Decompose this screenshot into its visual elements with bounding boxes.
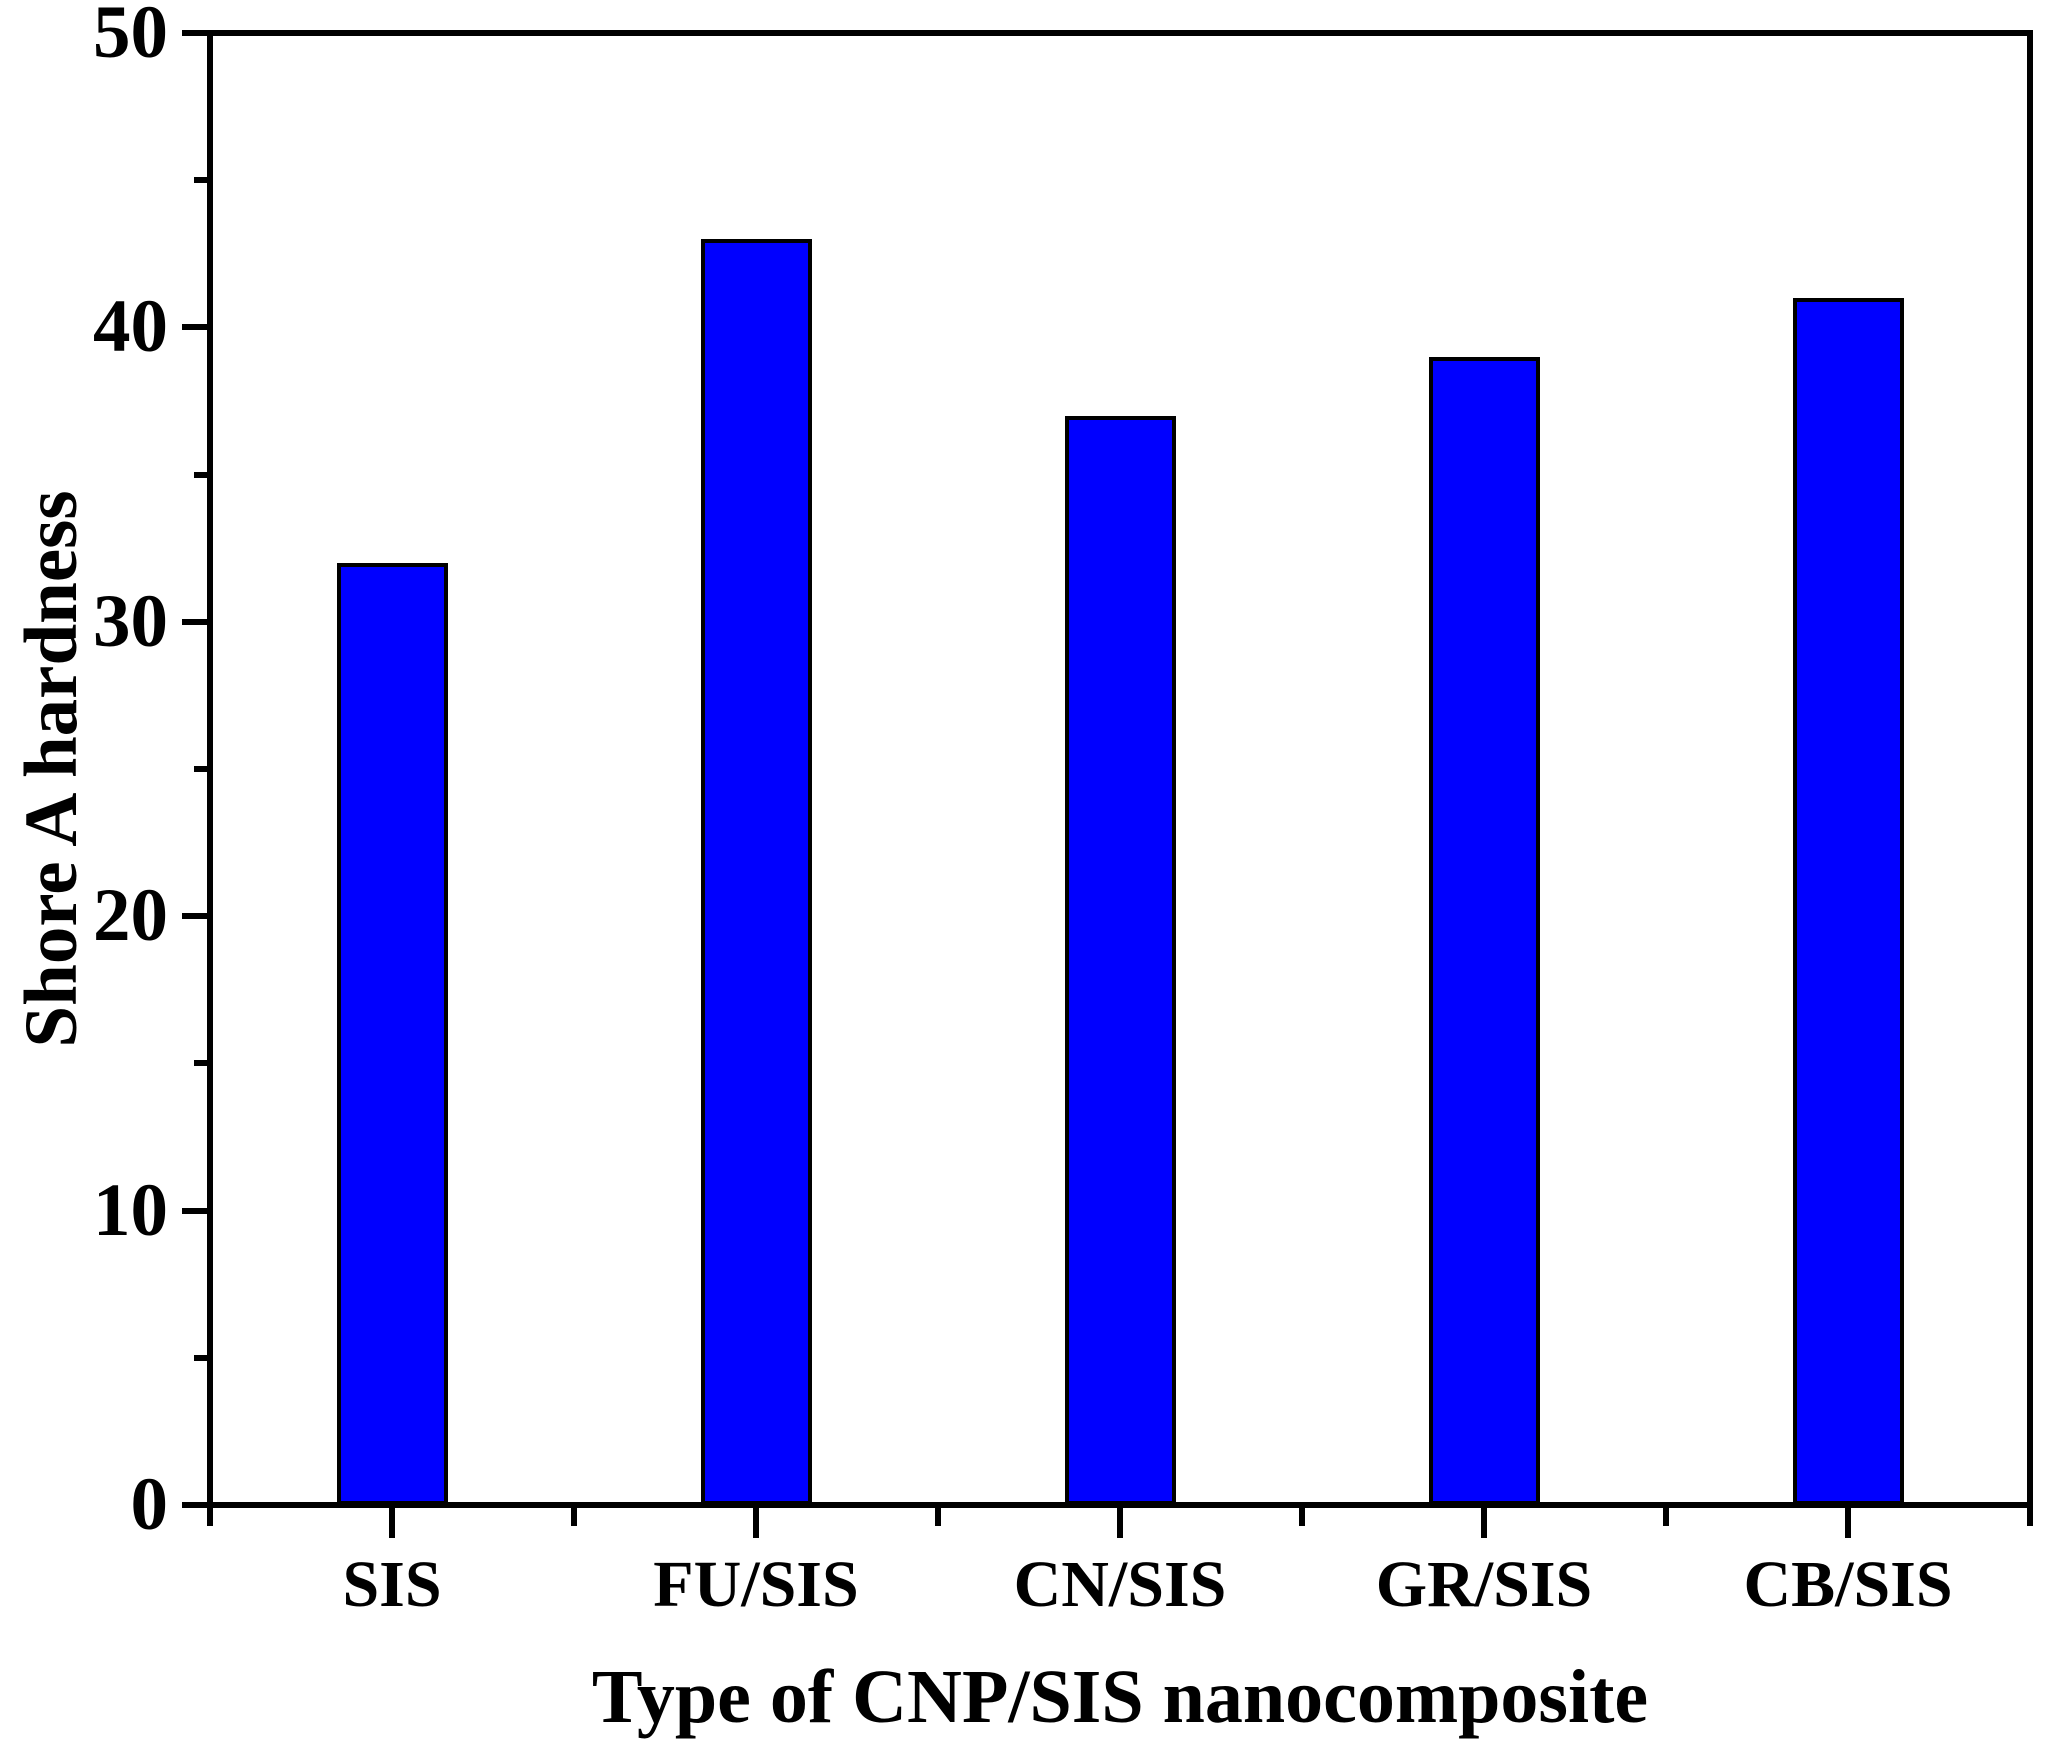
x-boundary-tick	[571, 1508, 577, 1526]
y-tick-label: 10	[93, 1168, 168, 1252]
x-major-tick	[1481, 1508, 1487, 1538]
x-boundary-tick	[1663, 1508, 1669, 1526]
plot-frame	[207, 30, 2033, 1508]
y-tick-label: 30	[93, 579, 168, 663]
x-boundary-tick	[207, 1508, 213, 1526]
x-boundary-tick	[1299, 1508, 1305, 1526]
y-minor-tick	[194, 177, 210, 184]
x-category-label: GR/SIS	[1375, 1548, 1593, 1621]
y-major-tick	[182, 618, 210, 625]
bar-fu-sis	[700, 239, 812, 1505]
y-minor-tick	[194, 1354, 210, 1361]
x-major-tick	[753, 1508, 759, 1538]
x-major-tick	[1117, 1508, 1123, 1538]
x-major-tick	[389, 1508, 395, 1538]
bar-sis	[336, 562, 448, 1505]
x-axis-title: Type of CNP/SIS nanocomposite	[591, 1655, 1649, 1739]
x-boundary-tick	[2027, 1508, 2033, 1526]
y-tick-label: 40	[93, 285, 168, 369]
y-tick-label: 20	[93, 874, 168, 958]
x-boundary-tick	[935, 1508, 941, 1526]
x-category-label: CB/SIS	[1743, 1548, 1953, 1621]
y-major-tick	[182, 913, 210, 920]
x-major-tick	[1845, 1508, 1851, 1538]
y-major-tick	[182, 1502, 210, 1508]
y-major-tick	[182, 30, 210, 36]
y-major-tick	[182, 1207, 210, 1214]
x-category-label: SIS	[342, 1548, 442, 1621]
x-category-label: CN/SIS	[1013, 1548, 1227, 1621]
y-major-tick	[182, 324, 210, 331]
bar-cn-sis	[1064, 415, 1176, 1505]
y-minor-tick	[194, 766, 210, 772]
y-minor-tick	[194, 471, 210, 478]
y-tick-label: 0	[130, 1463, 169, 1546]
y-minor-tick	[194, 1060, 210, 1067]
y-axis-title: Shore A hardness	[10, 490, 93, 1048]
y-tick-label: 50	[93, 0, 168, 74]
x-category-label: FU/SIS	[653, 1548, 859, 1621]
